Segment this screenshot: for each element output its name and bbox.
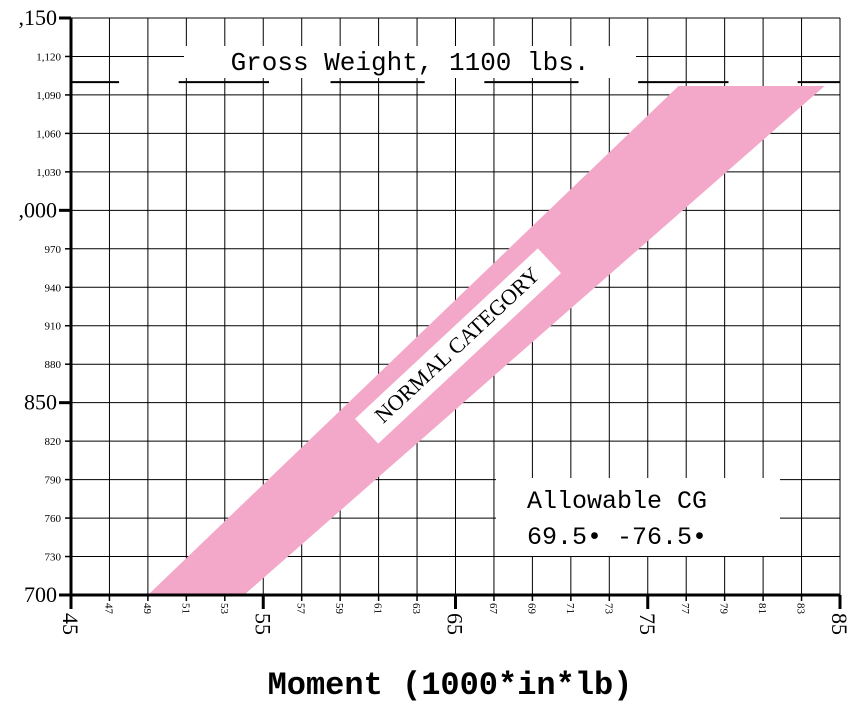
y-tick-label-minor: 790 — [45, 475, 62, 487]
x-tick-label-minor: 61 — [372, 603, 384, 614]
y-tick-label-minor: 970 — [45, 244, 62, 256]
allowable-cg-background — [496, 478, 780, 556]
allowable-cg-range: 69.5• -76.5• — [527, 523, 707, 552]
y-tick-label-minor: 880 — [45, 359, 62, 371]
x-tick-label-minor: 57 — [295, 603, 307, 615]
x-tick-label-minor: 81 — [756, 603, 768, 614]
x-tick-label-minor: 63 — [410, 603, 422, 615]
y-tick-label-minor: 1,090 — [36, 90, 61, 102]
x-tick-label-minor: 47 — [102, 603, 114, 615]
chart-title-background — [184, 46, 636, 78]
x-tick-label-minor: 51 — [179, 603, 191, 614]
x-tick-label-minor: 71 — [564, 603, 576, 614]
x-tick-label-major: 45 — [58, 613, 83, 635]
allowable-cg-title: Allowable CG — [527, 487, 707, 516]
x-tick-label-major: 65 — [443, 613, 468, 635]
y-tick-label-minor: 820 — [45, 436, 62, 448]
y-tick-label-minor: 760 — [45, 513, 62, 525]
normal-category-label-group: NORMAL CATEGORY — [354, 248, 562, 444]
x-tick-label-minor: 69 — [525, 603, 537, 615]
normal-category-label-background — [354, 248, 562, 444]
y-tick-label-major: 700 — [24, 582, 57, 607]
y-tick-label-major: ,150 — [19, 5, 58, 30]
y-tick-label-minor: 1,120 — [36, 51, 61, 63]
tick-labels: ,150 ,000 850 700 1,120 1,090 1,060 1,030 970 940… — [19, 5, 853, 635]
y-tick-label-minor: 1,030 — [36, 167, 61, 179]
y-tick-label-minor: 730 — [45, 552, 62, 564]
x-tick-label-minor: 73 — [602, 603, 614, 615]
x-axis-label: Moment (1000*in*lb) — [268, 667, 633, 704]
x-tick-label-minor: 67 — [487, 603, 499, 615]
x-tick-label-major: 85 — [827, 613, 852, 635]
x-tick-label-major: 55 — [250, 613, 275, 635]
x-tick-label-minor: 83 — [795, 603, 807, 615]
y-tick-label-major: 850 — [24, 390, 57, 415]
x-tick-label-minor: 53 — [218, 603, 230, 615]
chart-title: Gross Weight, 1100 lbs. — [231, 48, 590, 78]
x-tick-label-minor: 79 — [718, 603, 730, 615]
x-tick-label-minor: 77 — [679, 603, 691, 615]
y-tick-label-minor: 910 — [45, 321, 62, 333]
y-tick-label-minor: 1,060 — [36, 128, 61, 140]
x-tick-label-major: 75 — [635, 613, 660, 635]
x-tick-label-minor: 49 — [141, 603, 153, 615]
x-tick-label-minor: 59 — [333, 603, 345, 615]
y-tick-label-major: ,000 — [19, 197, 58, 222]
y-tick-label-minor: 940 — [45, 282, 62, 294]
